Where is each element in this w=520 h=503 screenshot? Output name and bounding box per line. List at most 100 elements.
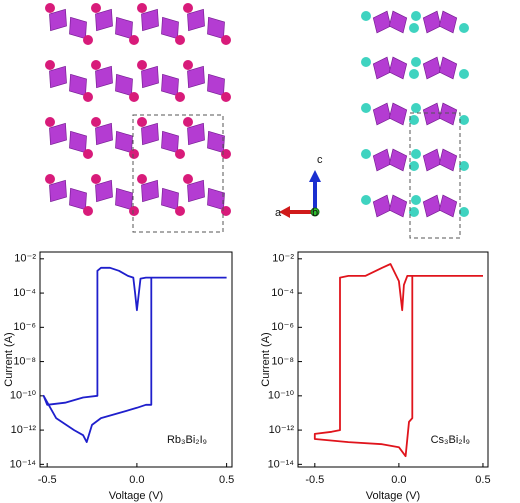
b-axis xyxy=(310,207,320,217)
atom xyxy=(83,35,93,45)
atom xyxy=(361,149,371,159)
octahedron xyxy=(207,187,225,211)
octahedron xyxy=(422,10,442,34)
atom xyxy=(459,23,469,33)
atom xyxy=(45,3,55,13)
octahedron xyxy=(438,102,458,126)
atom xyxy=(129,149,139,159)
atom xyxy=(409,23,419,33)
x-tick-label: 0.0 xyxy=(129,474,144,486)
atom xyxy=(175,35,185,45)
octahedron xyxy=(187,8,205,32)
atom xyxy=(411,11,421,21)
atom xyxy=(409,207,419,217)
atom xyxy=(129,35,139,45)
atom xyxy=(459,207,469,217)
atom xyxy=(361,11,371,21)
octahedron xyxy=(49,179,67,203)
c-arrowhead xyxy=(309,170,321,182)
atom xyxy=(183,3,193,13)
octahedron xyxy=(161,187,179,211)
iv-curve xyxy=(42,266,227,443)
atom xyxy=(175,92,185,102)
y-tick-label: 10⁻¹⁴ xyxy=(268,458,295,470)
atom xyxy=(83,206,93,216)
atom xyxy=(175,206,185,216)
atom xyxy=(361,195,371,205)
x-tick-label: -0.5 xyxy=(305,474,324,486)
octahedron xyxy=(141,65,159,89)
atom xyxy=(137,3,147,13)
octahedron xyxy=(95,65,113,89)
plot-frame xyxy=(39,251,233,468)
y-tick-label: 10⁻¹⁴ xyxy=(10,458,37,470)
y-tick-label: 10⁻² xyxy=(272,253,294,265)
x-tick-label: -0.5 xyxy=(38,474,57,486)
octahedron xyxy=(161,73,179,97)
octahedron xyxy=(388,102,408,126)
x-axis-title: Voltage (V) xyxy=(366,490,420,502)
unit-cell-box xyxy=(132,114,224,233)
octahedron xyxy=(187,179,205,203)
y-tick-label: 10⁻¹⁰ xyxy=(268,390,295,402)
atom xyxy=(91,174,101,184)
axis-triad: c a b xyxy=(275,154,323,219)
y-tick-label: 10⁻⁸ xyxy=(13,355,36,367)
octahedron xyxy=(388,56,408,80)
octahedron xyxy=(161,16,179,40)
octahedron xyxy=(438,10,458,34)
y-tick-label: 10⁻⁶ xyxy=(271,321,294,333)
octahedron xyxy=(422,56,442,80)
atom xyxy=(411,57,421,67)
axis-label: c xyxy=(317,154,323,166)
octahedron xyxy=(161,130,179,154)
atom xyxy=(45,60,55,70)
atom xyxy=(83,149,93,159)
atom xyxy=(91,3,101,13)
atom xyxy=(459,161,469,171)
octahedron xyxy=(372,194,392,218)
atom xyxy=(183,117,193,127)
octahedron xyxy=(388,148,408,172)
atom xyxy=(459,69,469,79)
octahedron xyxy=(388,10,408,34)
atom xyxy=(409,69,419,79)
octahedron xyxy=(207,130,225,154)
x-tick-label: 0.5 xyxy=(219,474,234,486)
octahedron xyxy=(49,8,67,32)
atom xyxy=(45,117,55,127)
octahedron xyxy=(95,8,113,32)
atom xyxy=(129,92,139,102)
atom xyxy=(183,60,193,70)
x-tick-label: 0.0 xyxy=(391,474,406,486)
y-tick-label: 10⁻¹⁰ xyxy=(10,390,37,402)
octahedron xyxy=(388,194,408,218)
plot-frame xyxy=(297,251,489,468)
atom xyxy=(175,149,185,159)
unit-cell-box xyxy=(409,112,461,239)
atom xyxy=(221,35,231,45)
atom xyxy=(129,206,139,216)
octahedron xyxy=(187,65,205,89)
octahedron xyxy=(422,194,442,218)
octahedron xyxy=(438,194,458,218)
octahedron xyxy=(115,130,133,154)
annotation: Rb₃Bi₂I₉ xyxy=(167,434,207,446)
y-tick-label: 10⁻⁸ xyxy=(271,355,294,367)
octahedron xyxy=(422,148,442,172)
atom xyxy=(361,103,371,113)
y-axis-title: Current (A) xyxy=(260,332,272,386)
atom xyxy=(137,117,147,127)
y-tick-label: 10⁻¹² xyxy=(11,424,37,436)
octahedron xyxy=(141,8,159,32)
crystal-structures xyxy=(45,3,469,218)
atom xyxy=(91,60,101,70)
octahedron xyxy=(69,16,87,40)
atom xyxy=(459,115,469,125)
atom xyxy=(91,117,101,127)
octahedron xyxy=(115,16,133,40)
octahedron xyxy=(372,56,392,80)
axis-label: b xyxy=(312,207,318,219)
octahedron xyxy=(207,73,225,97)
